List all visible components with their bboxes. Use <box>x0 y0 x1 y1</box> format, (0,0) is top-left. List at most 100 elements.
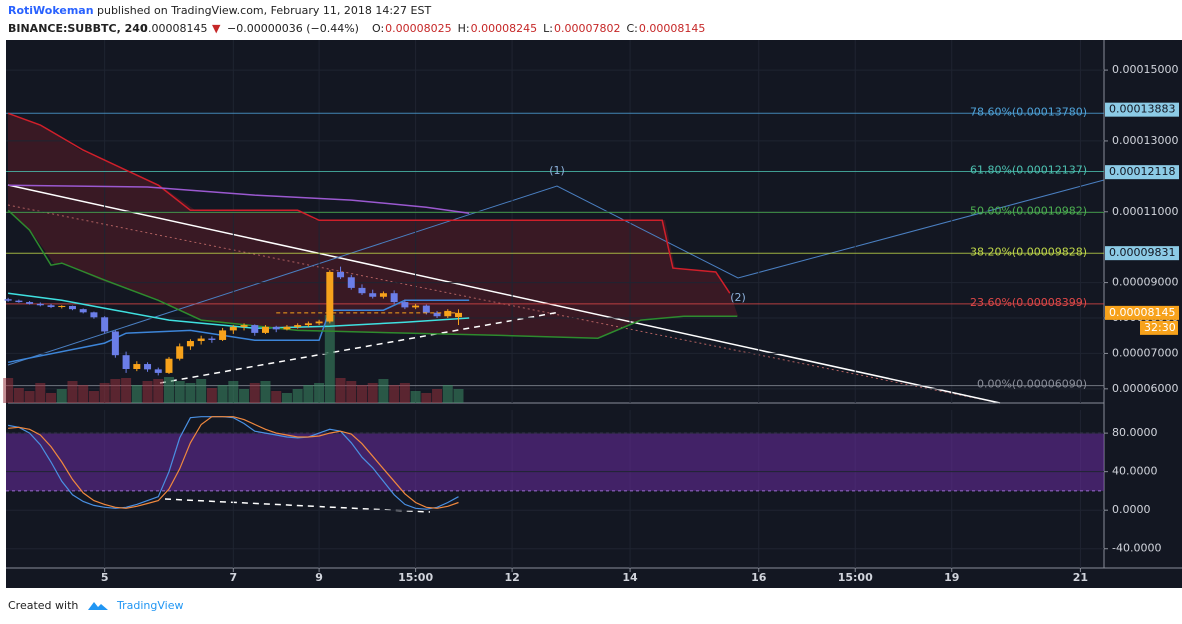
fib-label: 23.60%(0.00008399) <box>970 296 1087 309</box>
price-badge <box>1105 305 1179 320</box>
candle-body <box>197 338 205 342</box>
y-tick-label: 0.00015000 <box>1112 63 1178 76</box>
candle-body <box>454 312 462 318</box>
x-tick-label: 19 <box>944 571 959 584</box>
overlay-line <box>7 112 731 294</box>
x-tick-label: 14 <box>622 571 638 584</box>
volume-bar <box>24 391 35 403</box>
footer-brand[interactable]: TradingView <box>116 599 183 612</box>
price-badge-label: 0.00008145 <box>1109 306 1175 319</box>
volume-bar <box>442 385 453 403</box>
candle-body <box>68 305 76 310</box>
wave-label: (2) <box>730 291 746 304</box>
volume-bar <box>239 389 250 403</box>
volume-bar <box>303 385 314 403</box>
volume-bar <box>271 391 282 403</box>
candle-body <box>208 338 216 340</box>
countdown-badge <box>1140 320 1178 335</box>
candle-body <box>133 364 141 370</box>
trendline <box>7 184 1001 404</box>
candle-body <box>337 271 345 278</box>
y-tick-label: 0.00007000 <box>1112 346 1178 359</box>
candle-body <box>240 325 248 327</box>
candle-body <box>122 355 130 370</box>
y-tick-label: 0.00011000 <box>1112 205 1178 218</box>
volume-bar <box>110 379 121 403</box>
price-badge <box>1105 102 1179 117</box>
candle-body <box>4 299 12 301</box>
candle-body <box>251 325 259 333</box>
x-tick-label: 5 <box>101 571 109 584</box>
published: published on TradingView.com, February 1… <box>97 4 431 17</box>
volume-bar <box>217 385 228 403</box>
price-badge-label: 0.00012118 <box>1109 165 1175 178</box>
volume-bar <box>335 378 346 403</box>
price-badge-label: 0.00013883 <box>1109 103 1175 116</box>
candle-body <box>165 358 173 373</box>
price-badge-label: 0.00009831 <box>1109 246 1175 259</box>
volume-bar <box>99 383 110 403</box>
volume-bar <box>314 383 325 403</box>
y-tick-label: 80.0000 <box>1112 426 1158 439</box>
volume-bar <box>228 381 239 403</box>
volume-bar <box>432 389 443 403</box>
volume-bar <box>389 385 400 403</box>
volume-bar <box>410 391 421 403</box>
candle-body <box>304 323 312 326</box>
change: −0.00000036 (−0.44%) <box>227 22 359 35</box>
ohlc-value: 0.00008245 <box>471 22 537 35</box>
ohlc-label: L: <box>543 22 553 35</box>
candle-body <box>347 277 355 288</box>
y-tick-label: 0.00013000 <box>1112 134 1178 147</box>
y-tick-label: 0.00009000 <box>1112 276 1178 289</box>
volume-bar <box>13 388 24 403</box>
candle-body <box>412 305 420 308</box>
candle-body <box>422 305 430 313</box>
price-badge <box>1105 246 1179 261</box>
candle-body <box>229 326 237 331</box>
ohlc-label: O: <box>372 22 384 35</box>
volume-bar <box>131 385 142 403</box>
candle-body <box>272 326 280 330</box>
volume-bar <box>88 391 99 403</box>
overlay-line <box>8 184 470 214</box>
oscillator-band <box>6 433 1104 491</box>
volume-bar <box>174 381 185 403</box>
symbol: BINANCE:SUBBTC, 240 <box>8 22 148 35</box>
volume-bar <box>46 393 57 403</box>
fib-label: 78.60%(0.00013780) <box>970 105 1087 118</box>
overlay-line <box>8 292 470 330</box>
volume-bar <box>78 385 89 403</box>
candle-body <box>326 271 334 322</box>
footer-created: Created with <box>8 599 78 612</box>
volume-bar <box>142 381 153 403</box>
candle-body <box>369 293 377 297</box>
ohlc-value: 0.00007802 <box>554 22 620 35</box>
volume-bar <box>453 389 464 403</box>
volume-bar <box>292 389 303 403</box>
y-tick-label: 0.00006000 <box>1112 382 1178 395</box>
candle-body <box>433 312 441 317</box>
author[interactable]: RotiWokeman <box>8 4 94 17</box>
volume-bar <box>399 383 410 403</box>
candle-body <box>219 330 227 340</box>
candle-body <box>58 305 66 308</box>
tradingview-logo <box>88 602 108 610</box>
volume-bar <box>153 379 164 403</box>
x-tick-label: 15:00 <box>838 571 873 584</box>
x-tick-label: 15:00 <box>398 571 433 584</box>
candle-body <box>90 312 98 318</box>
candle-body <box>379 293 387 297</box>
candle-body <box>111 331 119 356</box>
volume-bar <box>324 315 335 403</box>
wave-label: (1) <box>549 164 565 177</box>
candle-body <box>36 303 44 306</box>
volume-bar <box>367 383 378 403</box>
volume-bar <box>206 388 217 403</box>
overlay-line <box>7 209 738 339</box>
volume-bar <box>56 389 67 403</box>
x-tick-label: 16 <box>751 571 767 584</box>
volume-bar <box>378 379 389 403</box>
oscillator-line <box>7 416 459 510</box>
